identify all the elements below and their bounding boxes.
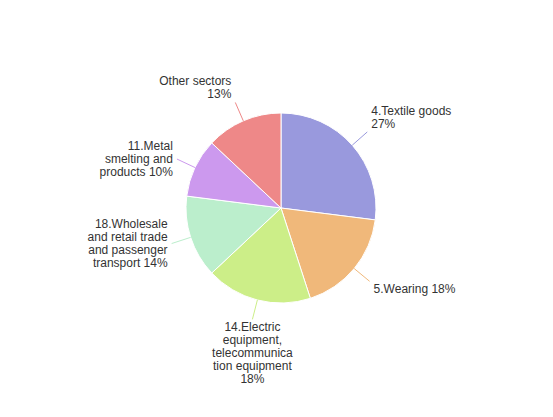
svg-text:5.Wearing 18%: 5.Wearing 18% [374,282,456,296]
svg-text:14.Electricequipment,telecommu: 14.Electricequipment,telecommunication e… [212,320,293,386]
svg-text:4.Textile goods27%: 4.Textile goods27% [371,104,451,131]
svg-text:18.Wholesaleand retail tradean: 18.Wholesaleand retail tradeand passenge… [88,217,168,270]
svg-text:Other sectors13%: Other sectors13% [159,74,231,101]
svg-text:11.Metalsmelting andproducts 1: 11.Metalsmelting andproducts 10% [100,139,174,179]
